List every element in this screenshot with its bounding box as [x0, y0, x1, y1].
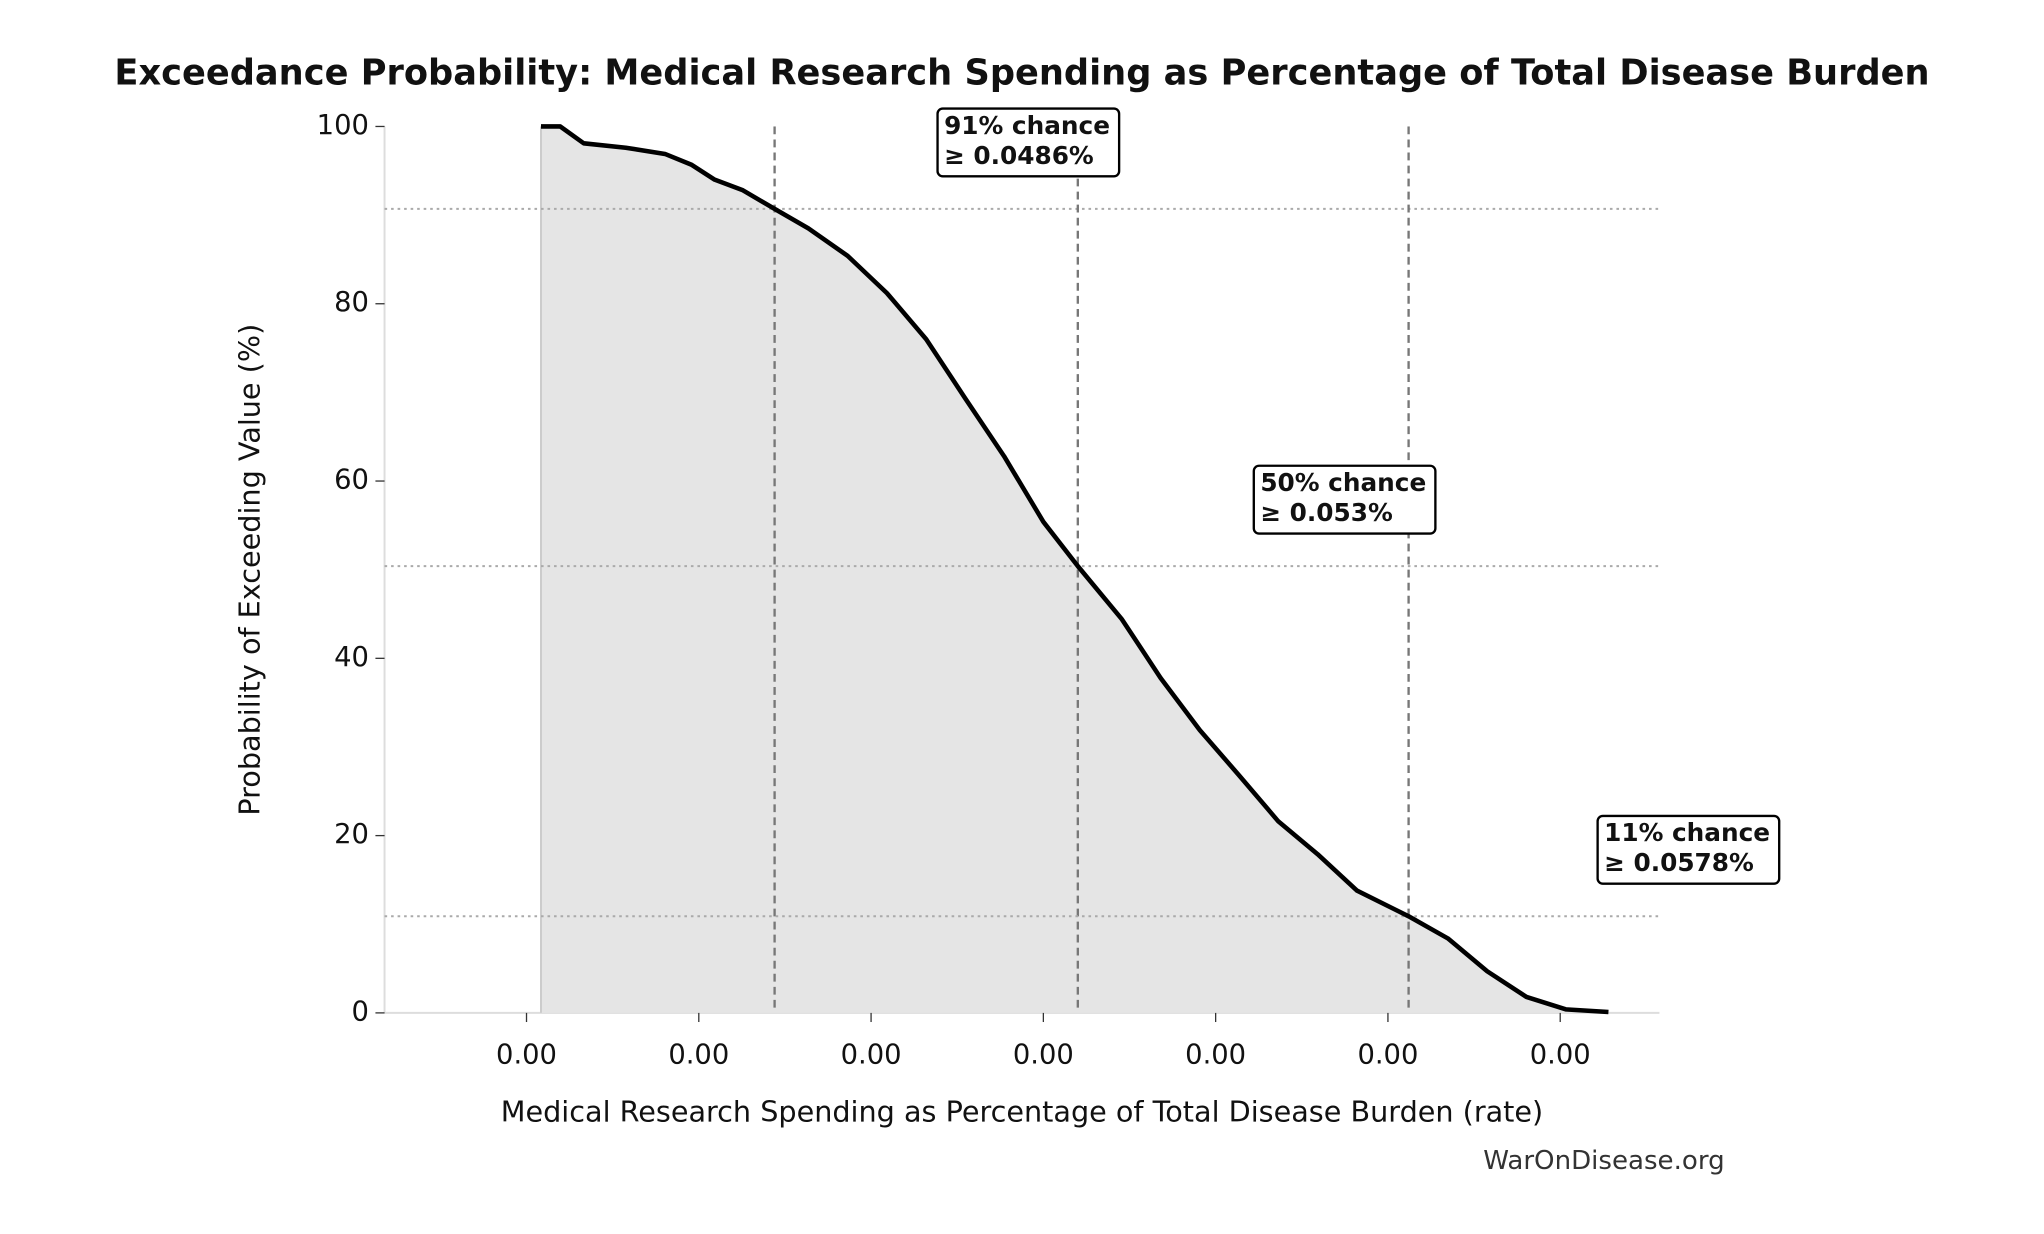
annotation-box: [1596, 814, 1781, 885]
annotation-text: 11% chance: [1604, 818, 1770, 847]
x-tick-label: 0.00: [668, 1039, 729, 1070]
x-tick-label: 0.00: [1357, 1039, 1418, 1070]
y-tick-label: 80: [334, 287, 369, 318]
annotation-text: 50% chance: [1260, 468, 1426, 497]
x-axis-label: Medical Research Spending as Percentage …: [501, 1094, 1543, 1128]
x-tick-label: 0.00: [1013, 1039, 1074, 1070]
x-tick-label: 0.00: [1185, 1039, 1246, 1070]
area-fill: [540, 126, 1609, 1013]
y-tick-label: 20: [334, 819, 369, 850]
annotation-text: 91% chance: [944, 111, 1110, 140]
y-tick-label: 100: [317, 110, 369, 141]
annotation-box: [1252, 464, 1437, 535]
annotation-text: ≥ 0.0486%: [944, 141, 1094, 170]
footer: WarOnDisease.org: [1483, 1146, 1724, 1176]
y-tick-label: 60: [334, 465, 369, 496]
x-tick-label: 0.00: [841, 1039, 902, 1070]
chart-title: Exceedance Probability: Medical Research…: [114, 52, 1929, 93]
x-tick-label: 0.00: [496, 1039, 557, 1070]
annotation: 91% chance≥ 0.0486%: [936, 107, 1121, 178]
y-axis-label: Probability of Exceeding Value (%): [233, 324, 267, 816]
y-tick-label: 40: [334, 642, 369, 673]
annotation-text: ≥ 0.053%: [1260, 498, 1393, 527]
annotation: 11% chance≥ 0.0578%: [1596, 814, 1781, 885]
annotation-box: [936, 107, 1121, 178]
y-tick-label: 0: [351, 996, 368, 1027]
x-tick-label: 0.00: [1530, 1039, 1591, 1070]
line: [540, 124, 1609, 1015]
annotation-text: ≥ 0.0578%: [1604, 848, 1754, 877]
annotation: 50% chance≥ 0.053%: [1252, 464, 1437, 535]
